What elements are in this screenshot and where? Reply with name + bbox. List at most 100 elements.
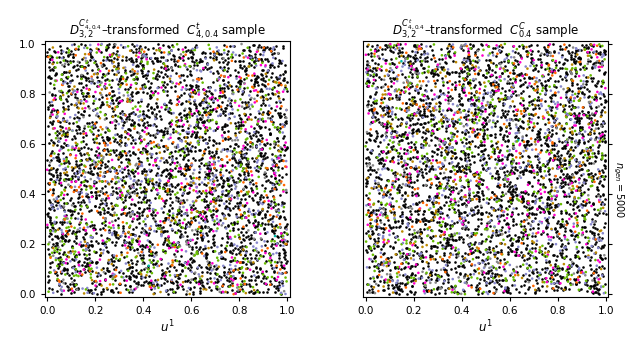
Point — [569, 210, 579, 216]
Point — [271, 80, 282, 85]
Point — [251, 58, 261, 63]
Point — [510, 184, 520, 189]
Point — [218, 67, 228, 73]
Point — [119, 167, 129, 172]
Point — [217, 55, 227, 61]
Point — [233, 107, 243, 113]
Point — [70, 230, 81, 236]
Point — [413, 235, 424, 240]
Point — [131, 203, 141, 208]
Point — [193, 139, 203, 145]
Point — [550, 92, 560, 98]
Point — [495, 61, 506, 67]
Point — [141, 72, 152, 78]
Point — [152, 48, 162, 53]
Point — [58, 219, 68, 225]
Point — [394, 87, 404, 92]
Point — [191, 122, 202, 128]
Point — [514, 130, 524, 135]
Point — [282, 258, 292, 264]
Point — [145, 56, 155, 61]
Point — [68, 228, 78, 234]
Point — [179, 90, 189, 96]
Point — [235, 200, 245, 206]
Point — [374, 190, 384, 196]
Point — [426, 88, 436, 93]
Point — [250, 79, 260, 85]
Point — [241, 161, 252, 167]
Point — [83, 256, 93, 262]
Point — [88, 131, 98, 136]
Point — [366, 102, 376, 107]
Point — [476, 190, 486, 195]
Point — [557, 52, 567, 57]
Point — [88, 226, 98, 231]
Point — [571, 263, 581, 268]
Point — [397, 260, 407, 266]
Point — [418, 160, 428, 165]
Point — [481, 256, 492, 262]
Point — [113, 175, 124, 181]
Point — [157, 272, 167, 277]
Point — [202, 104, 212, 110]
Point — [422, 287, 433, 293]
Point — [166, 188, 177, 194]
Point — [79, 225, 89, 230]
Point — [519, 75, 529, 80]
Point — [445, 243, 456, 248]
Point — [580, 224, 591, 230]
Point — [474, 68, 484, 74]
Point — [483, 270, 493, 276]
Point — [201, 141, 211, 146]
Point — [440, 157, 450, 163]
Point — [183, 260, 193, 265]
Point — [518, 236, 528, 241]
Point — [376, 250, 386, 256]
Point — [85, 46, 95, 52]
Point — [104, 90, 115, 96]
Point — [433, 160, 443, 166]
Point — [505, 117, 515, 123]
Point — [83, 158, 93, 164]
Point — [154, 47, 164, 53]
Point — [195, 244, 205, 250]
Point — [485, 279, 495, 285]
Point — [275, 238, 285, 244]
Point — [454, 168, 465, 174]
Point — [429, 67, 440, 72]
Point — [248, 248, 258, 253]
Point — [209, 187, 220, 193]
Point — [499, 102, 509, 108]
Point — [586, 184, 596, 189]
Point — [204, 150, 214, 155]
Point — [160, 200, 170, 206]
Point — [166, 154, 177, 159]
Point — [280, 275, 291, 280]
Point — [168, 58, 179, 63]
Point — [111, 118, 122, 124]
Point — [61, 212, 71, 218]
Point — [568, 80, 578, 86]
Point — [413, 169, 423, 174]
Point — [259, 226, 269, 232]
Point — [493, 81, 503, 87]
Point — [157, 267, 168, 273]
Point — [127, 169, 138, 175]
Point — [411, 113, 421, 118]
Point — [183, 265, 193, 270]
Point — [380, 73, 390, 79]
Point — [554, 138, 564, 144]
Point — [230, 263, 241, 269]
Point — [598, 192, 609, 197]
Point — [182, 210, 192, 216]
Point — [567, 131, 577, 137]
Point — [223, 190, 233, 196]
Point — [372, 273, 383, 278]
Point — [463, 117, 474, 123]
Point — [83, 260, 93, 266]
Point — [269, 170, 279, 176]
Point — [473, 194, 483, 199]
Point — [591, 176, 602, 181]
Point — [163, 189, 173, 195]
Point — [264, 253, 275, 258]
